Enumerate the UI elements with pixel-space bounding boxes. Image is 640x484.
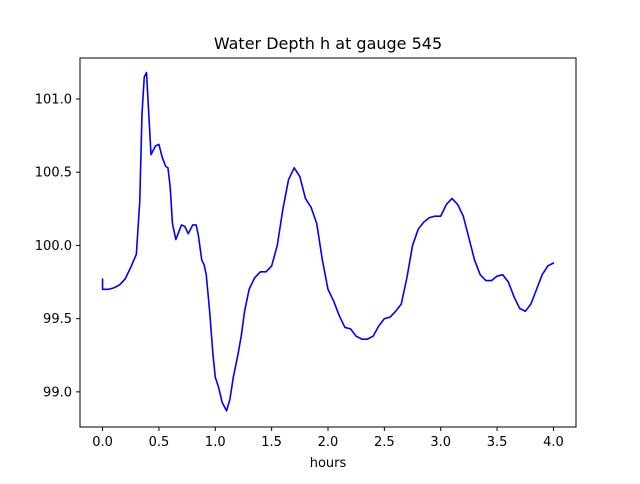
y-tick-label: 100.0 [35, 239, 72, 254]
x-tick-label: 3.5 [487, 435, 508, 450]
y-tick-label: 99.0 [43, 385, 72, 400]
x-tick-label: 0.0 [92, 435, 113, 450]
chart-title: Water Depth h at gauge 545 [214, 34, 442, 53]
x-tick-label: 2.5 [374, 435, 395, 450]
x-tick-label: 2.0 [318, 435, 339, 450]
x-tick-label: 1.0 [205, 435, 226, 450]
series-line-0 [101, 71, 555, 412]
y-axis: 99.0 99.5 100.0 100.5 101.0 [35, 93, 80, 400]
x-tick-label: 4.0 [543, 435, 564, 450]
x-axis: 0.0 0.5 1.0 1.5 2.0 2.5 3.0 3.5 4.0 [92, 427, 564, 450]
x-tick-label: 0.5 [149, 435, 170, 450]
x-tick-label: 3.0 [430, 435, 451, 450]
x-axis-label: hours [310, 456, 347, 471]
y-tick-label: 101.0 [35, 93, 72, 108]
y-tick-label: 100.5 [35, 166, 72, 181]
plot-area [101, 71, 555, 412]
x-tick-label: 1.5 [261, 435, 282, 450]
y-tick-label: 99.5 [43, 312, 72, 327]
plot-frame [79, 57, 577, 428]
